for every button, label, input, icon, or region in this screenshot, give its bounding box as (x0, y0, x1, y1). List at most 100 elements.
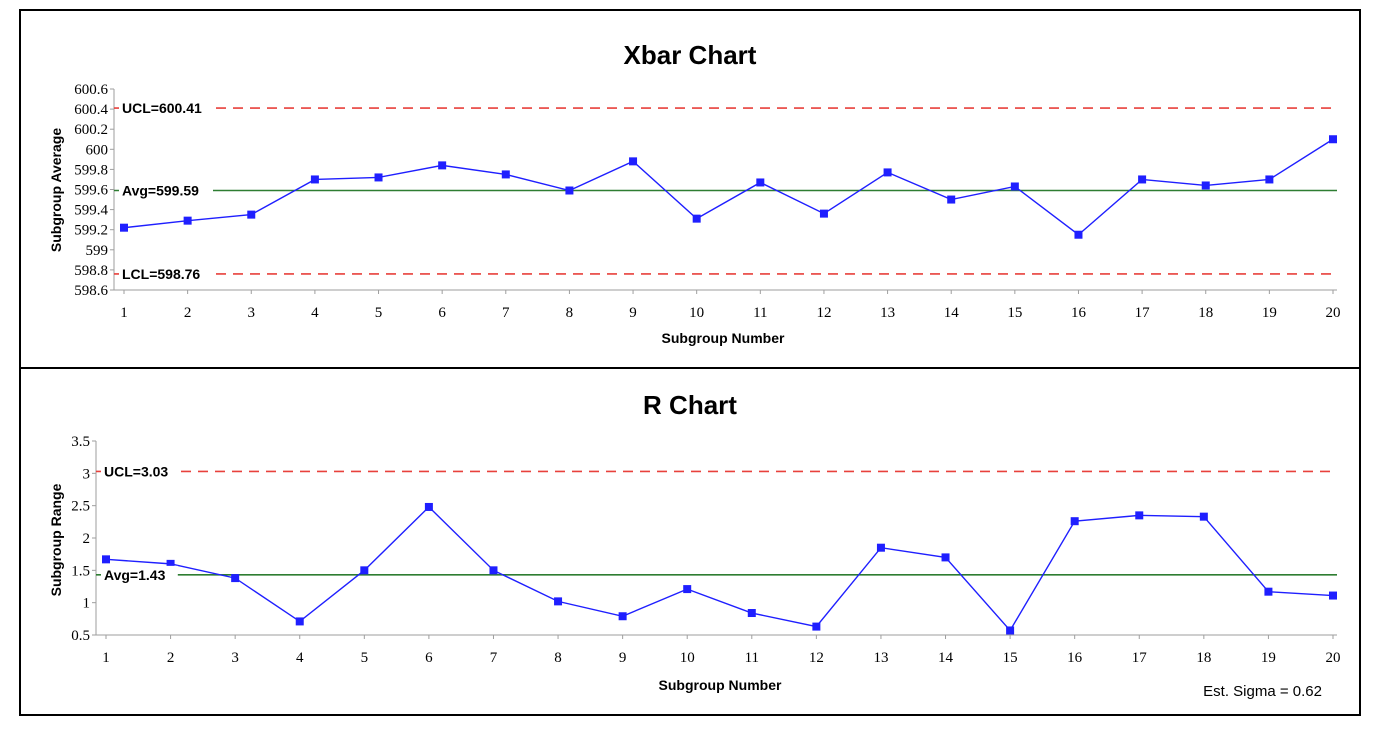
r-plot-area: 0.511.522.533.51 2 3 4 5 6 7 8 9 10 11 12 13 14 15 16 17… (71, 434, 1340, 666)
xbar-x-tick-label: 5 (375, 305, 383, 321)
r-x-tick-label: 7 (490, 650, 498, 666)
r-x-tick-label: 6 (425, 650, 433, 666)
r-x-tick-label: 5 (361, 650, 369, 666)
r-x-tick-label: 12 (809, 650, 824, 666)
xbar-x-tick-label: 9 (629, 305, 637, 321)
r-x-tick-label: 14 (938, 650, 954, 666)
r-y-tick-label: 1.5 (71, 563, 90, 579)
xbar-x-tick-label: 3 (248, 305, 256, 321)
xbar-y-tick-label: 600.2 (74, 122, 108, 138)
xbar-y-tick-label: 598.6 (74, 283, 108, 299)
xbar-x-tick-label: 4 (311, 305, 319, 321)
xbar-y-tick-label: 599.8 (74, 162, 108, 178)
r-data-point (747, 609, 756, 618)
r-x-tick-label: 13 (873, 650, 888, 666)
xbar-lcl-label-bg (119, 264, 213, 283)
xbar-x-tick-label: 16 (1071, 305, 1087, 321)
r-y-axis-label: Subgroup Range (48, 483, 64, 596)
xbar-x-tick-label: 8 (566, 305, 574, 321)
r-data-point (554, 597, 563, 606)
r-data-point (424, 502, 433, 511)
r-data-point (1329, 591, 1337, 600)
xbar-data-point (183, 216, 192, 225)
est-sigma-annotation: Est. Sigma = 0.62 (1203, 683, 1322, 700)
r-data-point (876, 543, 885, 552)
xbar-y-tick-label: 599 (86, 243, 109, 259)
xbar-data-point (501, 170, 510, 179)
xbar-ucl-label: UCL=600.41 (122, 100, 202, 116)
xbar-data-point (819, 209, 828, 218)
r-avg-label-bg (101, 565, 178, 584)
r-ucl-label: UCL=3.03 (104, 463, 168, 479)
r-series-line (105, 505, 1334, 632)
xbar-data-point (438, 161, 447, 170)
xbar-data-point (629, 157, 638, 166)
r-data-point (1199, 512, 1208, 521)
xbar-avg-label: Avg=599.59 (122, 183, 199, 199)
xbar-data-point (120, 223, 128, 232)
xbar-data-point (1074, 230, 1083, 239)
r-data-point (489, 566, 498, 575)
r-data-point (1070, 517, 1079, 526)
xbar-x-axis-label: Subgroup Number (662, 330, 785, 346)
r-x-tick-label: 3 (231, 650, 239, 666)
r-x-tick-label: 16 (1067, 650, 1083, 666)
xbar-data-point (1265, 175, 1274, 184)
r-chart-title: R Chart (643, 390, 737, 420)
r-y-tick-label: 2.5 (71, 499, 90, 515)
r-data-point (941, 553, 950, 562)
xbar-data-point (565, 186, 574, 195)
r-data-point (102, 555, 110, 564)
xbar-x-tick-label: 13 (880, 305, 895, 321)
r-x-tick-label: 20 (1326, 650, 1341, 666)
r-data-point (360, 566, 369, 575)
xbar-x-tick-label: 7 (502, 305, 510, 321)
r-x-tick-label: 17 (1132, 650, 1148, 666)
r-y-tick-label: 0.5 (71, 628, 90, 644)
r-data-point (166, 559, 175, 568)
xbar-y-tick-label: 600 (86, 142, 109, 158)
r-data-point (618, 612, 627, 621)
xbar-data-point (247, 210, 256, 219)
xbar-x-tick-label: 19 (1262, 305, 1277, 321)
r-data-point (1006, 626, 1015, 635)
xbar-data-point (1201, 181, 1210, 190)
xbar-y-tick-label: 600.6 (74, 82, 108, 98)
xbar-data-point (883, 168, 892, 177)
xbar-plot-area: 598.6 598.8 599 599.2 599.4 599.6 599.8 600 600.… (74, 82, 1340, 321)
xbar-data-point (1138, 175, 1147, 184)
r-x-tick-label: 8 (554, 650, 562, 666)
xbar-ucl-label-bg (119, 99, 213, 118)
xbar-x-tick-label: 12 (816, 305, 831, 321)
xbar-y-tick-label: 598.8 (74, 263, 108, 279)
xbar-data-point (692, 214, 701, 223)
xbar-y-tick-label: 600.4 (74, 102, 108, 118)
r-x-tick-label: 4 (296, 650, 304, 666)
xbar-x-tick-label: 1 (120, 305, 128, 321)
xbar-y-axis-label: Subgroup Average (48, 128, 64, 252)
r-y-tick-label: 2 (83, 531, 91, 547)
r-data-point (1264, 587, 1273, 596)
r-x-tick-label: 10 (680, 650, 695, 666)
xbar-x-tick-label: 17 (1135, 305, 1151, 321)
xbar-data-point (1329, 135, 1337, 144)
r-data-point (1135, 511, 1144, 520)
xbar-y-tick-label: 599.6 (74, 183, 108, 199)
xbar-x-tick-label: 20 (1326, 305, 1341, 321)
r-x-tick-label: 18 (1196, 650, 1211, 666)
r-data-point (812, 622, 821, 631)
r-data-point (295, 617, 304, 626)
xbar-x-tick-label: 15 (1007, 305, 1022, 321)
xbar-x-tick-label: 14 (944, 305, 960, 321)
xbar-x-tick-label: 6 (438, 305, 446, 321)
xbar-data-point (310, 175, 319, 184)
r-x-axis-label: Subgroup Number (659, 677, 782, 693)
xbar-data-point (374, 173, 383, 182)
r-y-tick-label: 1 (83, 596, 91, 612)
r-x-tick-label: 1 (102, 650, 110, 666)
xbar-x-tick-label: 18 (1198, 305, 1213, 321)
r-y-tick-label: 3 (83, 466, 91, 482)
r-y-tick-label: 3.5 (71, 434, 90, 450)
